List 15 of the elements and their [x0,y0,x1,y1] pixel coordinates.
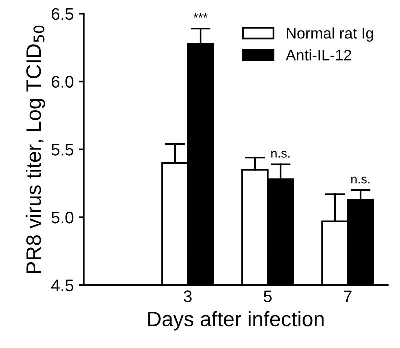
y-tick-label: 6.0 [52,76,74,88]
y-axis-title: PR8 virus titer, Log TCID$_{50}$ [26,26,46,274]
legend-label: Anti-IL-12 [286,50,352,61]
y-tick-label: 4.5 [51,280,74,292]
y-tick-label: 5.0 [52,212,74,224]
x-axis-title: Days after infection [148,311,324,331]
y-tick-label: 5.5 [52,144,74,156]
y-tick-label: 6.5 [52,8,74,20]
x-tick-label: 3 [184,290,192,302]
annotation: *** [194,13,208,18]
x-tick-label: 7 [344,290,352,302]
annotation: n.s. [272,151,290,158]
legend-label: Normal rat Ig [287,28,374,42]
annotation: n.s. [352,176,370,184]
x-tick-label: 5 [264,290,272,302]
